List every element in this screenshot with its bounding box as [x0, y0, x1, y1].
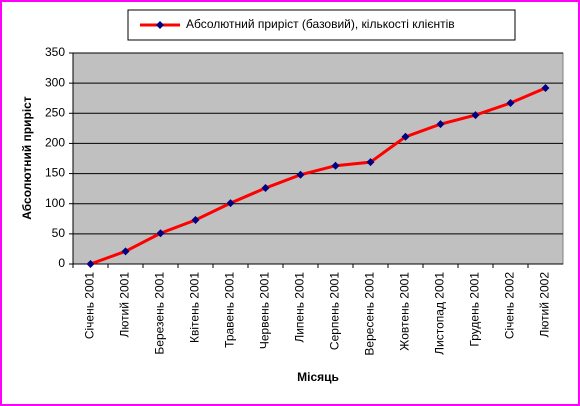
y-tick-label: 300 [45, 75, 65, 89]
x-tick-label: Листопад 2001 [433, 272, 447, 355]
marker [331, 161, 340, 170]
y-tick-label: 150 [45, 166, 65, 180]
y-tick-label: 350 [45, 45, 65, 59]
marker [401, 132, 410, 141]
marker [191, 215, 200, 224]
x-tick-label: Серпень 2001 [328, 272, 342, 350]
marker [506, 99, 515, 108]
y-axis-title: Абсолютний приріст [20, 96, 34, 220]
marker [366, 158, 375, 167]
marker [296, 170, 305, 179]
marker [121, 247, 130, 256]
marker [86, 260, 95, 268]
y-tick-label: 100 [45, 196, 65, 210]
marker [541, 83, 550, 92]
legend-box [127, 9, 516, 41]
x-tick-label: Лютий 2001 [118, 272, 132, 338]
series-line [89, 86, 547, 266]
marker [156, 229, 165, 238]
marker [226, 199, 235, 208]
x-tick-label: Травень 2001 [223, 272, 237, 348]
y-tick-label: 250 [45, 105, 65, 119]
x-tick-label: Жовтень 2001 [398, 272, 412, 351]
x-axis-title: Місяць [297, 370, 339, 384]
x-tick-label: Квітень 2001 [188, 272, 202, 343]
x-tick-label: Березень 2001 [153, 272, 167, 355]
marker [261, 184, 270, 193]
marker [436, 120, 445, 129]
x-tick-label: Червень 2001 [258, 272, 272, 349]
y-tick-label: 0 [58, 256, 65, 270]
plot-area [72, 52, 564, 265]
x-tick-label: Січень 2002 [503, 272, 517, 339]
x-tick-label: Липень 2001 [293, 272, 307, 343]
legend-marker [156, 21, 164, 29]
x-tick-label: Грудень 2001 [468, 272, 482, 347]
x-tick-label: Січень 2001 [83, 272, 97, 339]
x-tick-label: Лютий 2002 [538, 272, 552, 338]
y-tick-label: 50 [52, 226, 66, 240]
legend-label: Абсолютний приріст (базовий), кількості … [186, 17, 455, 31]
x-tick-label: Вересень 2001 [363, 272, 377, 356]
marker [471, 111, 480, 120]
y-tick-label: 200 [45, 136, 65, 150]
